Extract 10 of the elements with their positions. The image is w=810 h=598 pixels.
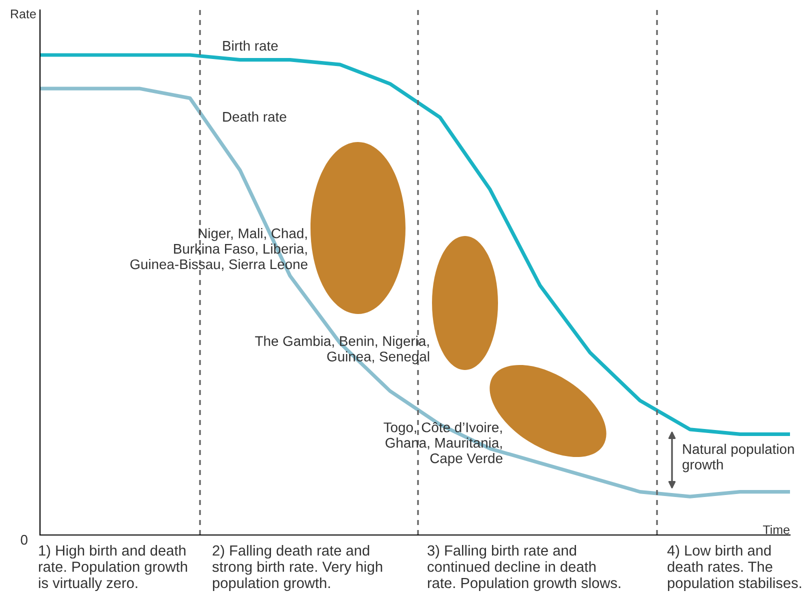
- annotation: Natural population growth: [682, 444, 794, 472]
- text: 3) Falling birth rate and continued decline in death rate. Population growth slows.: [428, 544, 620, 592]
- text: 0: [20, 534, 28, 545]
- text: 4) Low birth and death rates. The population stabilises.: [667, 544, 802, 592]
- y-axis-title: Rate: [11, 10, 36, 18]
- text: 1) High birth and death rate. Population growth is virtually zero.: [38, 544, 188, 592]
- x-axis-title: Time: [762, 525, 790, 534]
- series-label: Birth rate: [223, 40, 278, 51]
- series-label: Death rate: [223, 112, 286, 122]
- text: 2) Falling death rate and strong birth rate. Very high population growth.: [212, 544, 382, 592]
